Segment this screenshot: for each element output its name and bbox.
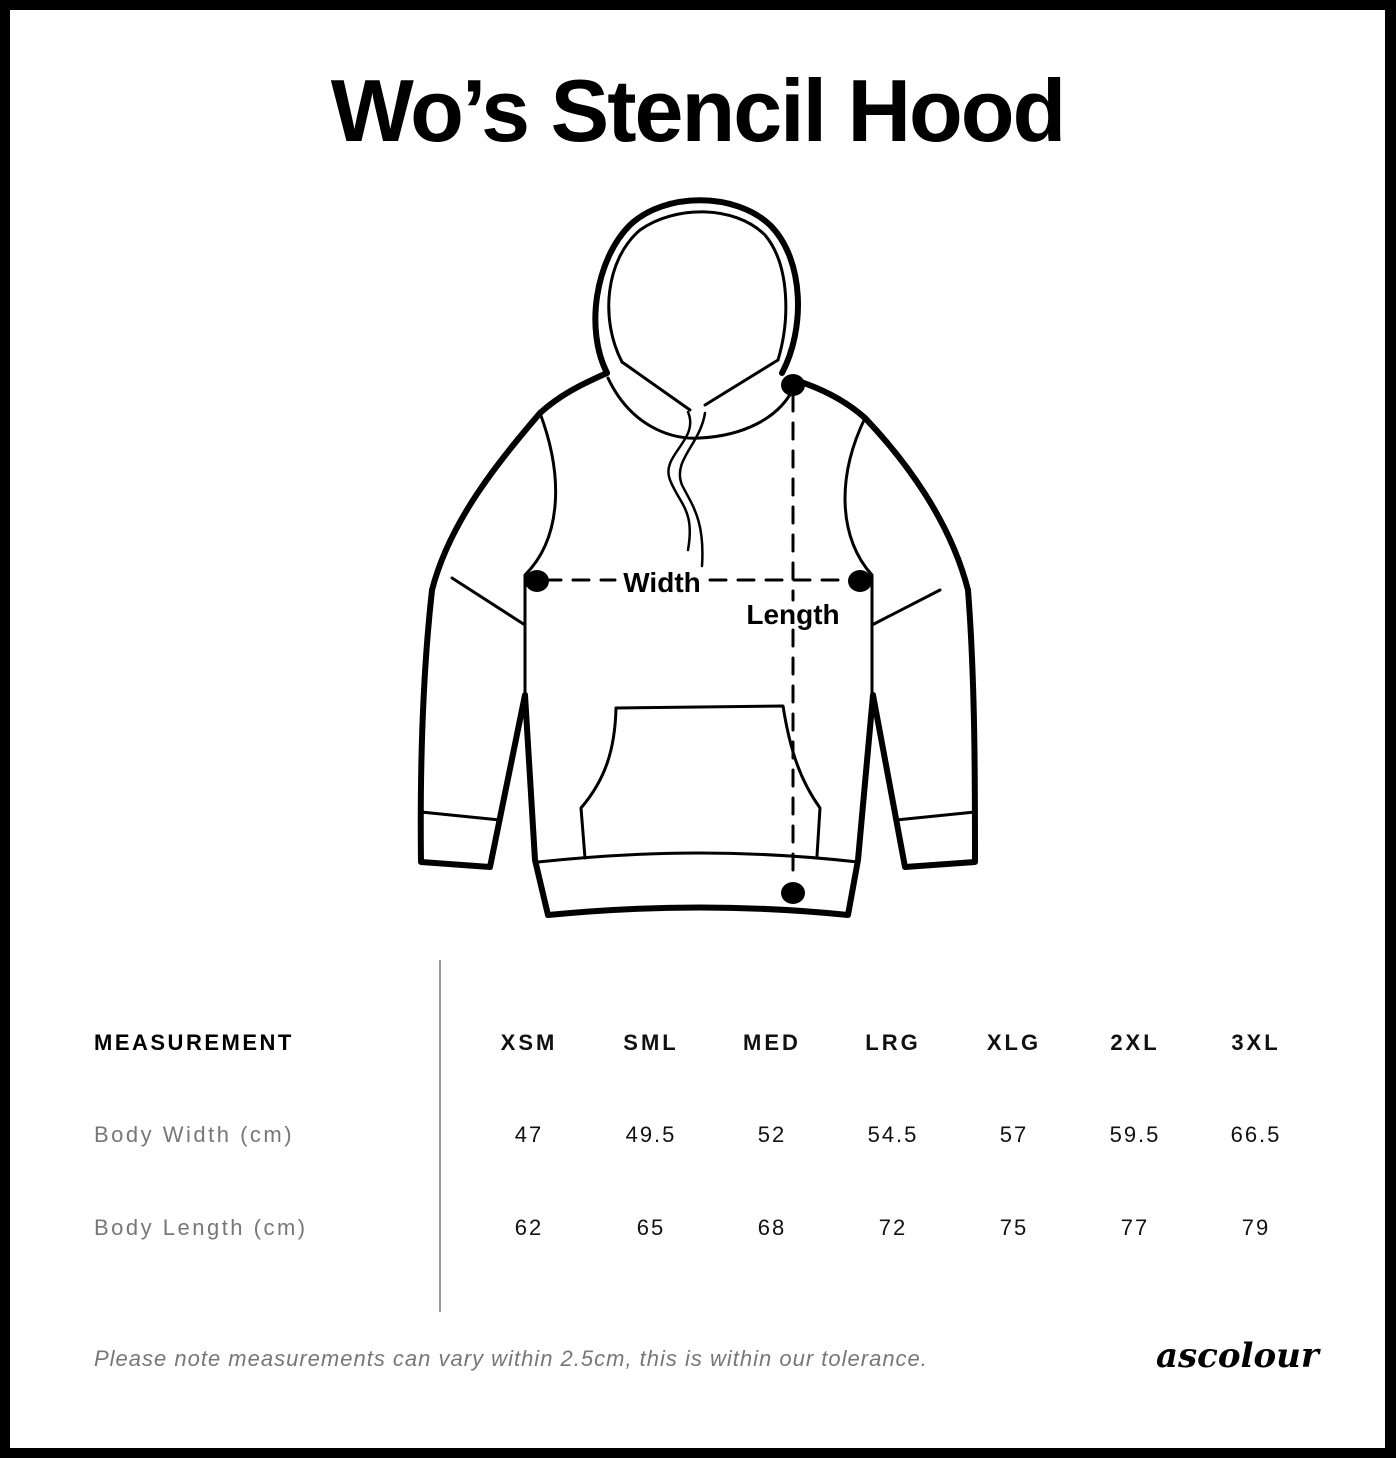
size-header: SML bbox=[623, 1030, 679, 1055]
width-label: Width bbox=[623, 567, 701, 598]
measure-point bbox=[848, 570, 872, 592]
right-cuff bbox=[894, 810, 977, 822]
right-arm-crease bbox=[870, 588, 942, 627]
hood-outer bbox=[592, 197, 801, 376]
table-divider bbox=[439, 960, 441, 1312]
measure-point bbox=[781, 882, 805, 904]
table-cell: 66.5 bbox=[1230, 1122, 1282, 1147]
neckline bbox=[606, 376, 797, 440]
table-cell: 54.5 bbox=[867, 1122, 919, 1147]
body-outline bbox=[417, 370, 978, 918]
table-cell: 57 bbox=[999, 1122, 1029, 1147]
table-cell: 79 bbox=[1241, 1215, 1271, 1240]
table-cell: 77 bbox=[1120, 1215, 1150, 1240]
size-header: 2XL bbox=[1110, 1030, 1160, 1055]
length-label: Length bbox=[746, 599, 839, 630]
left-cuff bbox=[419, 810, 502, 822]
table-cell: 59.5 bbox=[1109, 1122, 1161, 1147]
table-cell: 62 bbox=[514, 1215, 544, 1240]
header-measurement: MEASUREMENT bbox=[94, 1030, 294, 1055]
left-sleeve-seam bbox=[523, 411, 558, 702]
hood-edge-right bbox=[703, 358, 780, 407]
right-sleeve-seam bbox=[843, 416, 874, 702]
table-cell: 47 bbox=[514, 1122, 544, 1147]
hood-inner bbox=[607, 210, 788, 364]
measure-point bbox=[525, 570, 549, 592]
drawstring bbox=[678, 411, 707, 568]
size-header: 3XL bbox=[1231, 1030, 1281, 1055]
waistband bbox=[536, 851, 860, 864]
table-cell: 52 bbox=[757, 1122, 787, 1147]
size-header: XLG bbox=[986, 1030, 1042, 1055]
table-cell: 68 bbox=[757, 1215, 787, 1240]
size-header: LRG bbox=[865, 1030, 921, 1055]
measure-point bbox=[781, 374, 805, 396]
size-header: MED bbox=[743, 1030, 801, 1055]
drawstring bbox=[667, 410, 692, 552]
left-arm-crease bbox=[450, 576, 527, 627]
pocket bbox=[579, 704, 822, 860]
size-header: XSM bbox=[500, 1030, 558, 1055]
tolerance-note: Please note measurements can vary within… bbox=[94, 1346, 928, 1371]
table-cell: 49.5 bbox=[625, 1122, 677, 1147]
table-cell: 65 bbox=[636, 1215, 666, 1240]
page-title: Wo’s Stencil Hood bbox=[330, 61, 1067, 160]
table-cell: 72 bbox=[878, 1215, 908, 1240]
row-label-body-width: Body Width (cm) bbox=[94, 1122, 295, 1147]
hood-edge-left bbox=[620, 360, 692, 412]
row-label-body-length: Body Length (cm) bbox=[94, 1215, 308, 1240]
table-cell: 75 bbox=[999, 1215, 1029, 1240]
brand-logo: ascolour bbox=[1156, 1336, 1319, 1376]
